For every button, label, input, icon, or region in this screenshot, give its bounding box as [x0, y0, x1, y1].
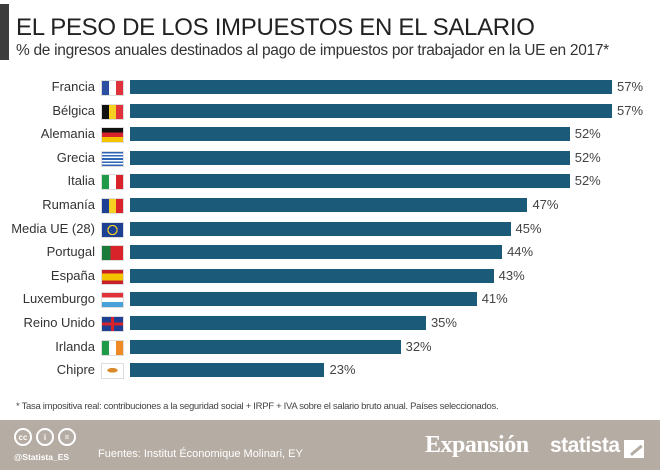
luxembourg-flag-icon: [101, 292, 124, 309]
eu-flag-icon: [101, 221, 124, 238]
category-label: Grecia: [56, 149, 95, 165]
category-label: Portugal: [46, 244, 95, 260]
bar-row: Portugal 44%: [0, 242, 660, 262]
value-label: 23%: [329, 362, 356, 378]
value-label: 41%: [481, 291, 508, 307]
bar-row: Luxemburgo 41%: [0, 289, 660, 309]
germany-flag-icon: [101, 127, 124, 144]
bar-row: España 43%: [0, 266, 660, 286]
category-label: Alemania: [40, 126, 95, 142]
bar: [130, 127, 570, 142]
france-flag-icon: [101, 80, 124, 96]
bar-row: Media UE (28) 45%: [0, 219, 660, 239]
bar-row: Grecia 52%: [0, 148, 660, 168]
cc-icon: cc: [14, 428, 32, 446]
creative-commons-icons: cc i =: [14, 428, 76, 446]
bar-row: Alemania 52%: [0, 124, 660, 144]
value-label: 44%: [507, 244, 534, 260]
value-label: 52%: [574, 126, 601, 142]
chart-title: EL PESO DE LOS IMPUESTOS EN EL SALARIO: [16, 14, 535, 41]
value-label: 45%: [515, 220, 542, 236]
footer: cc i = @Statista_ES Fuentes: Institut Éc…: [0, 420, 660, 470]
value-label: 43%: [498, 267, 525, 283]
bar-row: Italia 52%: [0, 171, 660, 191]
category-label: Media UE (28): [11, 220, 95, 236]
bar: [130, 174, 570, 189]
footnote: * Tasa impositiva real: contribuciones a…: [16, 401, 499, 412]
bar-row: Bélgica 57%: [0, 101, 660, 121]
bar: [130, 198, 528, 212]
bar-row: Reino Unido 35%: [0, 313, 660, 333]
bar: [130, 292, 477, 307]
value-label: 32%: [405, 338, 432, 354]
value-label: 52%: [574, 173, 601, 189]
ireland-flag-icon: [101, 339, 124, 356]
bar: [130, 150, 570, 165]
portugal-flag-icon: [101, 245, 124, 262]
expansion-logo: Expansión: [425, 432, 529, 458]
twitter-handle: @Statista_ES: [14, 452, 70, 462]
bar: [130, 103, 612, 118]
bar: [130, 339, 401, 354]
uk-flag-icon: [101, 316, 124, 332]
category-label: Bélgica: [52, 102, 95, 118]
category-label: Irlanda: [55, 338, 95, 354]
category-label: Italia: [67, 173, 95, 189]
value-label: 57%: [617, 79, 644, 94]
cyprus-flag-icon: [101, 363, 124, 380]
category-label: Chipre: [56, 362, 95, 378]
chart-subtitle: % de ingresos anuales destinados al pago…: [16, 42, 609, 59]
statista-logo-icon: [624, 440, 644, 458]
value-label: 57%: [617, 102, 644, 118]
category-label: Luxemburgo: [22, 291, 95, 307]
statista-logo: statista: [550, 434, 620, 457]
belgium-flag-icon: [101, 103, 124, 120]
category-label: Francia: [51, 79, 95, 94]
bar-row: Rumanía 47%: [0, 195, 660, 215]
attribution-icon: i: [36, 428, 54, 446]
bar: [130, 80, 612, 94]
bar: [130, 245, 503, 260]
bar: [130, 316, 426, 330]
bar: [130, 221, 511, 236]
no-derivatives-icon: =: [58, 428, 76, 446]
category-label: Reino Unido: [23, 315, 95, 330]
romania-flag-icon: [101, 198, 124, 214]
title-accent-bar: [0, 4, 9, 60]
spain-flag-icon: [101, 268, 124, 285]
italy-flag-icon: [101, 174, 124, 191]
category-label: Rumanía: [42, 197, 95, 212]
bar-row: Chipre 23%: [0, 360, 660, 380]
bar-row: Irlanda 32%: [0, 337, 660, 357]
bar-row: Francia 57%: [0, 77, 660, 97]
bar: [130, 363, 325, 378]
value-label: 35%: [430, 315, 457, 330]
value-label: 47%: [532, 197, 559, 212]
value-label: 52%: [574, 149, 601, 165]
sources: Fuentes: Institut Économique Molinari, E…: [98, 448, 303, 460]
bar: [130, 268, 494, 283]
category-label: España: [50, 267, 95, 283]
greece-flag-icon: [101, 150, 124, 167]
